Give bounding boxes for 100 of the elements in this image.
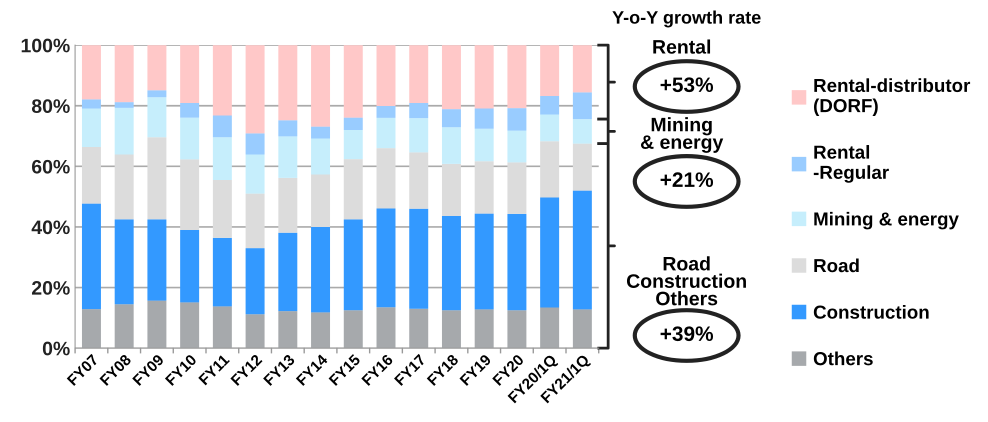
bar <box>572 309 592 348</box>
bar <box>180 103 200 118</box>
y-tick-label: 60% <box>32 160 70 174</box>
bar <box>147 219 166 301</box>
bar <box>572 92 592 120</box>
bar <box>147 45 166 90</box>
bar <box>409 103 428 118</box>
bar <box>344 219 363 310</box>
bar <box>82 204 101 310</box>
bar <box>82 309 101 348</box>
bar <box>376 307 396 348</box>
bar <box>114 108 134 155</box>
bar <box>147 137 166 220</box>
bar <box>180 302 200 348</box>
bar <box>246 248 265 314</box>
bar <box>246 194 265 248</box>
bar <box>572 144 592 191</box>
bar <box>442 216 461 310</box>
bar <box>278 45 298 120</box>
bar <box>212 180 232 238</box>
bar <box>474 214 494 310</box>
bar <box>409 118 428 152</box>
bar <box>246 154 265 194</box>
bar <box>278 232 298 312</box>
bar <box>114 219 134 304</box>
bar <box>409 208 428 309</box>
bar <box>507 108 526 131</box>
bar <box>507 214 526 310</box>
bar <box>311 126 330 138</box>
bar <box>212 238 232 306</box>
bar <box>474 45 494 108</box>
legend-label: Others <box>814 352 873 366</box>
bar <box>409 152 428 209</box>
bar <box>442 45 461 110</box>
bar <box>147 97 166 138</box>
bar <box>311 174 330 227</box>
bar <box>82 99 101 108</box>
bar <box>82 45 101 100</box>
bar <box>212 45 232 116</box>
bar <box>344 118 363 130</box>
bar <box>311 45 330 127</box>
y-tick-label: 40% <box>32 220 70 234</box>
bar <box>180 230 200 302</box>
bar <box>311 312 330 348</box>
bar <box>376 208 396 308</box>
bar <box>344 130 363 160</box>
bar <box>278 178 298 233</box>
bar <box>540 114 560 142</box>
bar <box>311 226 330 312</box>
bar <box>442 127 461 164</box>
bar <box>376 118 396 148</box>
bar <box>278 311 298 348</box>
text: Road Construction Others <box>626 256 746 306</box>
bar <box>344 310 363 348</box>
legend-label: Mining & energy <box>814 212 959 230</box>
bar <box>344 45 363 118</box>
legend-label: Road <box>814 258 859 272</box>
bar <box>212 137 232 180</box>
bar <box>572 119 592 144</box>
bar <box>507 45 526 108</box>
bar <box>474 309 494 348</box>
bar <box>507 162 526 214</box>
bar <box>246 314 265 348</box>
bar <box>572 190 592 310</box>
bar <box>114 304 134 348</box>
legend-label: Construction <box>814 305 929 319</box>
y-tick-label: 0% <box>42 342 70 356</box>
bar <box>278 120 298 136</box>
bar <box>409 308 428 348</box>
bar <box>540 308 560 348</box>
bar <box>442 164 461 216</box>
text: Rental <box>653 39 710 54</box>
bar <box>114 45 134 102</box>
bar <box>507 130 526 162</box>
bar <box>147 90 166 98</box>
bar <box>442 109 461 128</box>
bar <box>114 102 134 108</box>
text: Mining & energy <box>640 117 724 153</box>
bar <box>180 159 200 230</box>
bar <box>212 306 232 348</box>
bar <box>376 45 396 106</box>
bar <box>311 138 330 175</box>
bar <box>540 198 560 308</box>
legend-label: Rental-distributor (DORF) <box>814 78 970 116</box>
bar <box>82 146 101 204</box>
bar <box>507 310 526 348</box>
bar <box>376 106 396 118</box>
bar <box>376 148 396 208</box>
text: +53% <box>660 77 714 92</box>
bar <box>246 133 265 155</box>
text: +21% <box>660 172 714 188</box>
bar <box>474 108 494 129</box>
legend-label: Rental -Regular <box>814 145 889 183</box>
bar <box>572 45 592 92</box>
bar <box>278 136 298 178</box>
bar <box>147 300 166 348</box>
bar <box>540 96 560 115</box>
bar <box>180 45 200 104</box>
bar <box>409 45 428 104</box>
bar <box>212 115 232 138</box>
